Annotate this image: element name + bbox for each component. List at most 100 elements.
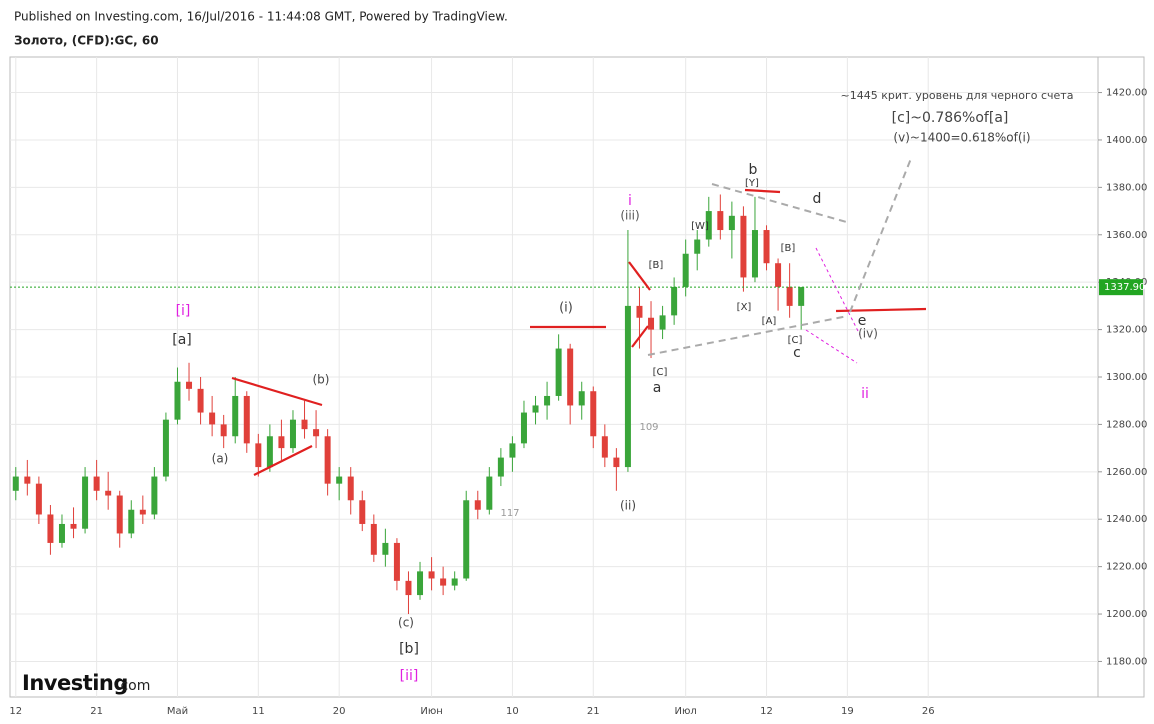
wave-label: [B] — [781, 243, 796, 254]
candle-body — [186, 381, 193, 389]
candle-body — [336, 476, 343, 484]
candle-body — [751, 230, 758, 278]
candle-body — [705, 211, 712, 240]
x-tick-label: 19 — [841, 706, 854, 717]
candle-body — [382, 542, 389, 555]
chart-title: Золото, (CFD):GC, 60 — [14, 34, 159, 48]
x-tick-label: 21 — [587, 706, 600, 717]
y-tick-label: 1240.00 — [1106, 514, 1147, 525]
wave-label: [C] — [653, 367, 668, 378]
trend-line — [647, 315, 849, 356]
trend-line — [805, 329, 858, 364]
wave-label: (v)~1400=0.618%of(i) — [893, 131, 1030, 145]
candle-body — [70, 523, 77, 529]
drawing-line — [631, 325, 649, 348]
candle-body — [255, 443, 262, 468]
candle-body — [659, 315, 666, 330]
candle-body — [590, 391, 597, 437]
candle-body — [359, 500, 366, 524]
wave-label: b — [749, 162, 758, 178]
candle-body — [220, 424, 227, 437]
candle-body — [278, 436, 285, 449]
candle-body — [417, 571, 424, 596]
candle-body — [694, 239, 701, 254]
x-tick-label: Июн — [420, 706, 442, 717]
candle-body — [209, 412, 216, 425]
x-tick-label: 21 — [90, 706, 103, 717]
wave-label: (ii) — [620, 499, 636, 513]
trend-line — [849, 155, 913, 313]
candle-body — [301, 419, 308, 430]
wave-label: [ii] — [400, 668, 419, 684]
x-tick-label: 12 — [760, 706, 773, 717]
drawing-line — [744, 188, 781, 194]
y-tick-label: 1220.00 — [1106, 562, 1147, 573]
candle-body — [555, 348, 562, 396]
published-note: Published on Investing.com, 16/Jul/2016 … — [14, 10, 508, 24]
wave-label: [Y] — [745, 178, 759, 189]
candle-body — [717, 211, 724, 231]
wave-label: [A] — [762, 316, 777, 327]
candle-body — [578, 391, 585, 406]
wave-label: [a] — [172, 332, 192, 348]
wave-label: (iv) — [858, 327, 878, 341]
wave-label: (iii) — [620, 209, 639, 223]
candle-body — [682, 253, 689, 287]
candle-body — [532, 405, 539, 413]
candle-body — [82, 476, 89, 529]
wave-label: [b] — [399, 641, 419, 657]
candle-body — [648, 317, 655, 330]
x-tick-label: 26 — [922, 706, 935, 717]
last-price-box — [1099, 279, 1143, 296]
wave-label: d — [813, 191, 822, 207]
x-tick-label: Май — [167, 706, 188, 717]
y-tick-label: 1200.00 — [1106, 609, 1147, 620]
candle-body — [393, 542, 400, 581]
wave-label: (b) — [313, 373, 330, 387]
candle-body — [58, 523, 65, 543]
candle-body — [243, 395, 250, 444]
candle-body — [671, 286, 678, 316]
candle-body — [497, 457, 504, 477]
candle-body — [728, 215, 735, 231]
candle-body — [474, 500, 481, 510]
candle-body — [440, 578, 447, 586]
x-tick-label: 11 — [252, 706, 265, 717]
y-tick-label: 1380.00 — [1106, 182, 1147, 193]
candle-body — [567, 348, 574, 406]
x-tick-label: 20 — [333, 706, 346, 717]
candle-body — [128, 509, 135, 534]
wave-label: c — [793, 345, 801, 361]
candle-body — [613, 457, 620, 468]
wave-label: a — [653, 380, 662, 396]
candle-body — [151, 476, 158, 515]
wave-label: [B] — [649, 260, 664, 271]
candle-body — [12, 476, 19, 491]
candle-body — [370, 523, 377, 555]
candle-body — [775, 263, 782, 287]
y-tick-label: 1400.00 — [1106, 135, 1147, 146]
y-tick-label: 1360.00 — [1106, 230, 1147, 241]
candle-body — [451, 578, 458, 586]
y-tick-label: 1420.00 — [1106, 88, 1147, 99]
wave-label: [c]~0.786%of[a] — [892, 110, 1009, 126]
wave-label: [C] — [788, 335, 803, 346]
drawing-line — [231, 376, 323, 407]
wave-label: ii — [861, 386, 869, 402]
candle-body — [105, 490, 112, 496]
candle-body — [197, 388, 204, 413]
y-tick-label: 1280.00 — [1106, 419, 1147, 430]
drawings — [231, 155, 927, 476]
candle-body — [509, 443, 516, 458]
last-price-label: 1337.90 — [1104, 282, 1145, 293]
candle-body — [289, 419, 296, 449]
y-tick-label: 1260.00 — [1106, 467, 1147, 478]
candle-body — [232, 395, 239, 437]
wave-label: (c) — [398, 616, 414, 630]
candle-body — [601, 436, 608, 458]
wave-label: (a) — [212, 452, 229, 466]
candle-body — [313, 429, 320, 437]
candle-body — [266, 436, 273, 468]
candle-body — [174, 381, 181, 420]
